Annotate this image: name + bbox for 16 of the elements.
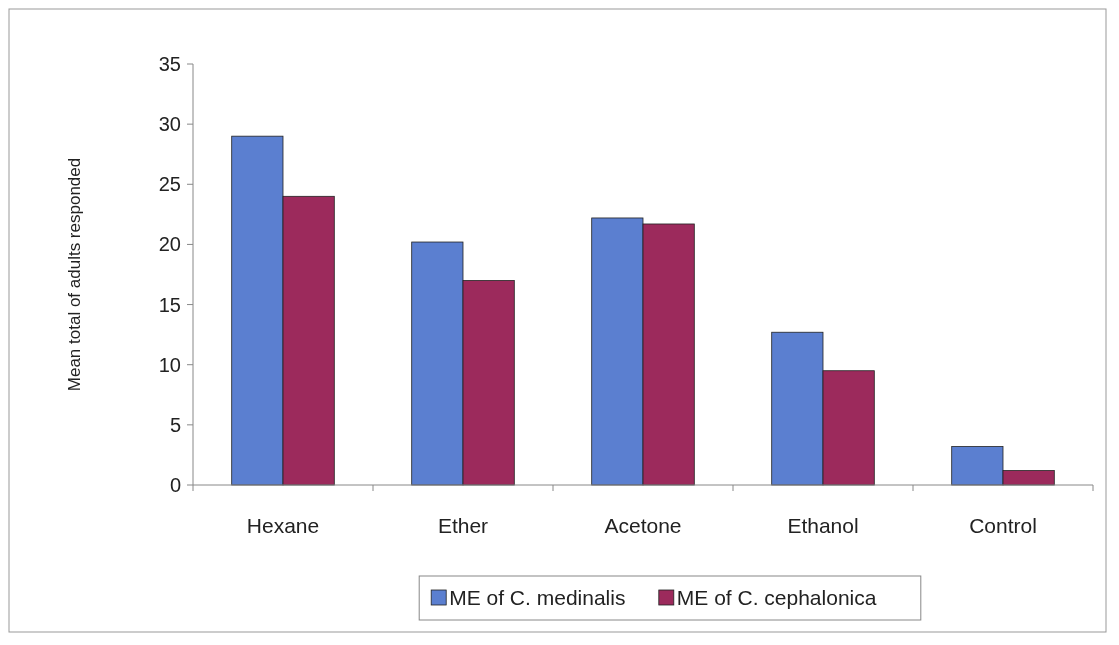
y-tick-label: 5 [169,413,181,436]
x-tick-label: Ethanol [787,514,859,537]
x-tick-label: Acetone [604,514,682,537]
y-tick-label: 35 [158,53,181,75]
y-tick-label: 20 [158,233,181,256]
y-tick-label: 15 [158,293,181,316]
legend-label: ME of C. cephalonica [676,586,877,610]
y-tick-label: 10 [158,353,181,376]
legend-label: ME of C. medinalis [449,586,626,610]
x-tick-label: Hexane [246,514,320,537]
y-tick-label: 25 [158,173,181,196]
y-axis-title: Mean total of adults responded [65,157,84,392]
x-tick-label: Control [969,514,1037,537]
x-tick-label: Ether [437,514,489,537]
y-tick-label: 30 [158,113,181,136]
y-tick-label: 0 [169,474,181,496]
